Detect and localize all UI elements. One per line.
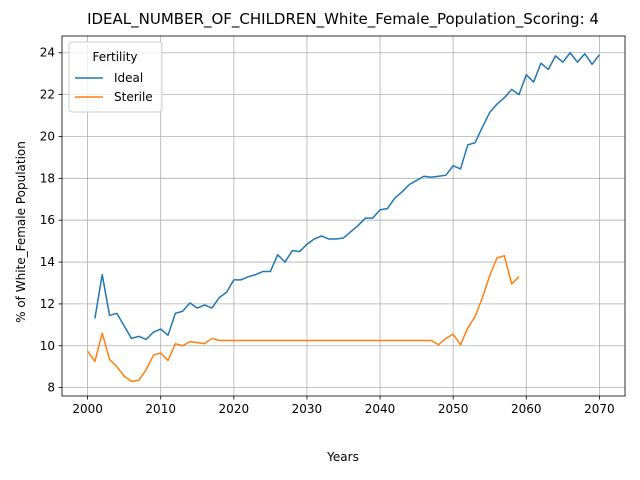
chart-title: IDEAL_NUMBER_OF_CHILDREN_White_Female_Po… — [87, 10, 599, 29]
legend: Fertility Ideal Sterile — [68, 41, 163, 113]
x-tick-label: 2050 — [438, 402, 469, 416]
x-tick-label: 2070 — [584, 402, 615, 416]
x-axis-label: Years — [326, 450, 359, 464]
y-tick-label: 14 — [40, 255, 55, 269]
y-tick-label: 10 — [40, 339, 55, 353]
x-tick-label: 2030 — [292, 402, 323, 416]
y-tick-label: 12 — [40, 297, 55, 311]
y-tick-label: 18 — [40, 171, 55, 185]
y-tick-label: 8 — [47, 381, 55, 395]
y-tick-label: 20 — [40, 129, 55, 143]
x-tick-label: 2040 — [365, 402, 396, 416]
legend-label-ideal: Ideal — [114, 71, 143, 85]
x-tick-label: 2010 — [145, 402, 176, 416]
grid-lines — [62, 36, 625, 396]
x-tick-label: 2000 — [72, 402, 103, 416]
legend-title: Fertility — [92, 50, 137, 64]
y-tick-label: 24 — [40, 46, 55, 60]
y-axis-label: % of White_Female Population — [14, 141, 28, 323]
series-line-ideal — [94, 51, 601, 341]
series-lines — [86, 51, 601, 383]
legend-items: Ideal Sterile — [75, 71, 153, 104]
y-tick-label: 22 — [40, 88, 55, 102]
series-line-sterile — [86, 255, 520, 383]
legend-frame — [68, 41, 163, 113]
y-tick-label: 16 — [40, 213, 55, 227]
x-tick-label: 2060 — [511, 402, 542, 416]
legend-label-sterile: Sterile — [114, 90, 153, 104]
axis-ticks: 2000 2010 2020 2030 2040 2050 2060 2070 8 10 12 14 1… — [40, 46, 615, 416]
plot-area-frame — [61, 35, 626, 397]
x-tick-label: 2020 — [219, 402, 250, 416]
